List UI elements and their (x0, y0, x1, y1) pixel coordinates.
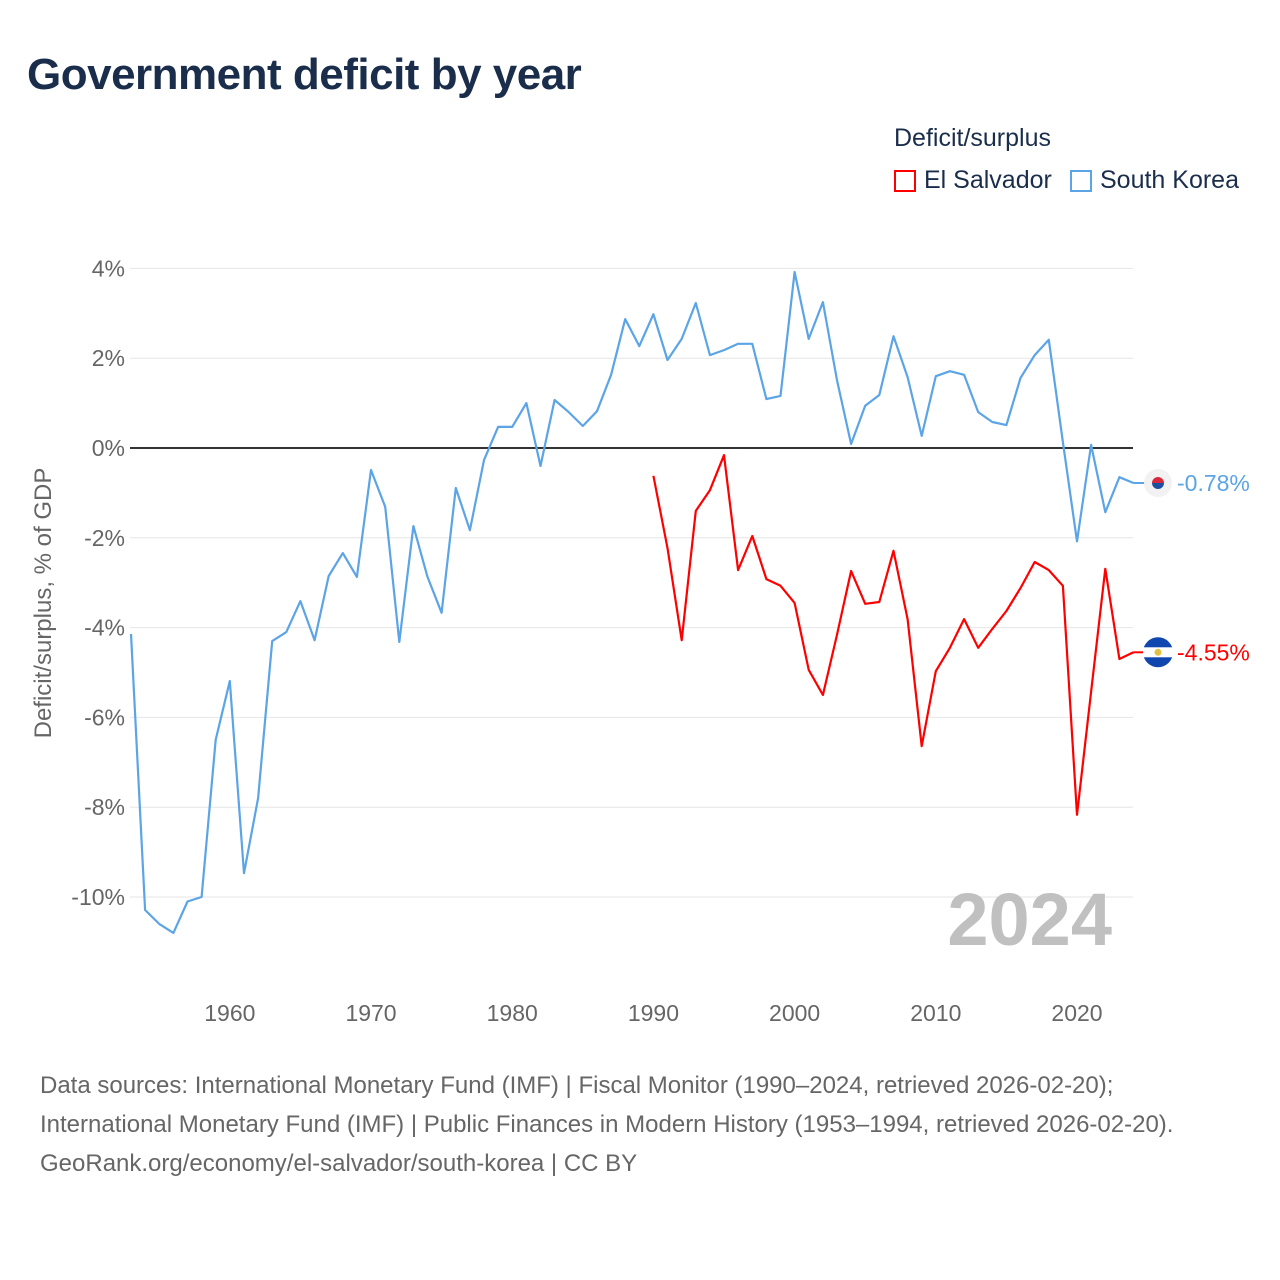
x-tick-label: 1960 (204, 1000, 255, 1026)
x-tick-label: 2020 (1051, 1000, 1102, 1026)
chart-title: Government deficit by year (27, 50, 582, 99)
x-tick-label: 2010 (910, 1000, 961, 1026)
series-line-south-korea (129, 270, 1134, 935)
legend-label: El Salvador (924, 166, 1052, 194)
end-value-label: -4.55% (1177, 639, 1250, 665)
y-tick-label: 2% (92, 345, 125, 371)
y-tick-label: -8% (84, 794, 125, 820)
legend-item-el-salvador[interactable]: El Salvador (894, 166, 1052, 195)
y-tick-label: -2% (84, 525, 125, 551)
watermark-year: 2024 (947, 878, 1112, 961)
y-tick-label: 0% (92, 435, 125, 461)
legend-label: South Korea (1100, 166, 1239, 194)
line-chart: 4% 2% 0% -2% -4% -6% -8% -10% 1960 1970 1980 1990 20… (30, 255, 1250, 1026)
x-tick-label: 1980 (487, 1000, 538, 1026)
flag-south-korea-icon (1144, 469, 1172, 498)
flag-taegeuk-red (1152, 477, 1164, 484)
flag-taegeuk-blue (1152, 483, 1164, 490)
credit-link[interactable]: GeoRank.org/economy/el-salvador/south-ko… (40, 1150, 638, 1177)
series-line-el-salvador (652, 454, 1134, 816)
x-tick-label: 1970 (345, 1000, 396, 1026)
y-tick-label: -6% (84, 704, 125, 730)
legend-item-south-korea[interactable]: South Korea (1070, 166, 1239, 195)
x-tick-label: 2000 (769, 1000, 820, 1026)
flag-el-salvador-icon (1143, 637, 1173, 668)
footer: Data sources: International Monetary Fun… (40, 1066, 1240, 1183)
end-value-label: -0.78% (1177, 470, 1250, 496)
x-tick-label: 1990 (628, 1000, 679, 1026)
legend-swatch-el-salvador (894, 169, 916, 192)
y-tick-label: -4% (84, 615, 125, 641)
y-tick-label: 4% (92, 255, 125, 281)
y-axis-label: Deficit/surplus, % of GDP (30, 468, 57, 739)
flag-emblem (1154, 648, 1162, 656)
legend-title: Deficit/surplus (894, 124, 1051, 152)
y-tick-label: -10% (71, 884, 125, 910)
legend-swatch-south-korea (1070, 169, 1092, 192)
data-sources: Data sources: International Monetary Fun… (40, 1072, 1174, 1138)
